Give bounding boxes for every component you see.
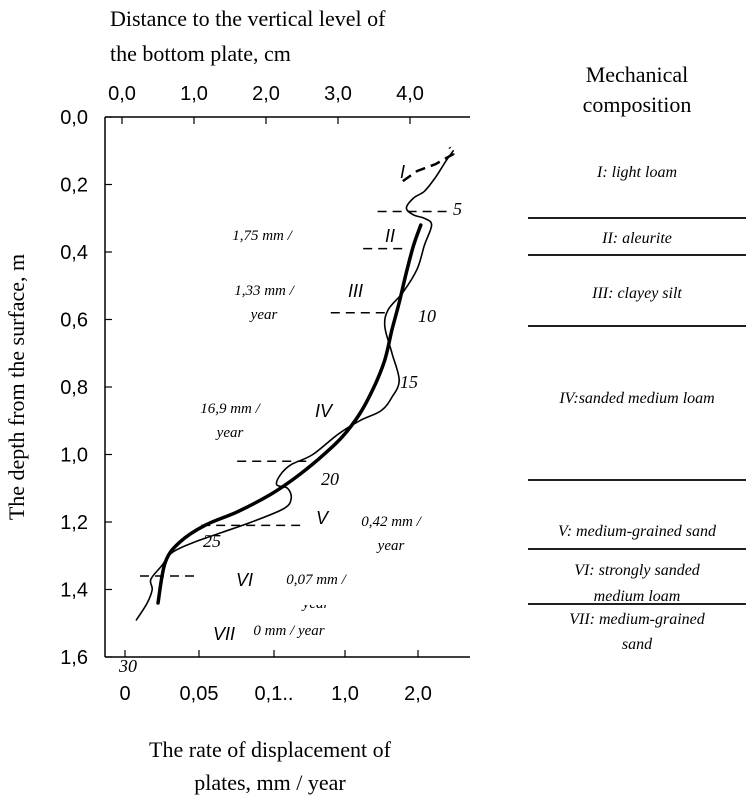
composition-column: Mechanical composition I: light loam II: … [528, 62, 746, 653]
left-tick-label: 1,2 [60, 512, 88, 534]
series-line-thin [135, 150, 454, 621]
layer-label: VI [236, 570, 253, 590]
left-axis-title: The depth from the surface, m [4, 254, 29, 520]
top-tick-label: 3,0 [324, 83, 352, 105]
bottom-axis-title-line2: plates, mm / year [194, 770, 346, 795]
composition-header-line2: composition [583, 92, 692, 117]
left-tick-label: 0,6 [60, 310, 88, 332]
composition-layer-label: III: clayey silt [591, 285, 682, 302]
composition-layer-label: VI: strongly sanded [574, 562, 701, 579]
curve-number-label: 10 [418, 306, 436, 326]
left-tick-label: 0,4 [60, 242, 88, 264]
composition-layer-label: I: light loam [596, 164, 677, 181]
rate-label: 0,07 mm / [286, 572, 347, 588]
composition-layers: I: light loam II: aleurite III: clayey sil… [528, 164, 746, 653]
rate-label: year [376, 538, 405, 554]
left-tick-label: 0,8 [60, 377, 88, 399]
rate-label: 0,42 mm / [361, 514, 422, 530]
bottom-tick-label: 1,0 [331, 683, 359, 705]
layer-label: III [348, 281, 363, 301]
layer-label: V [316, 508, 330, 528]
top-axis-title: Distance to the vertical level of the bo… [110, 6, 386, 66]
bottom-tick-label: 0 [119, 683, 130, 705]
layer-boundary-dashes [140, 146, 455, 577]
left-tick-label: 1,4 [60, 580, 88, 602]
left-tick-label: 0,0 [60, 107, 88, 129]
series-line-thick [156, 223, 423, 605]
layer-label: IV [315, 401, 334, 421]
rate-label: 16,9 mm / [200, 401, 261, 417]
top-tick-label: 0,0 [108, 83, 136, 105]
top-axis-title-line1: Distance to the vertical level of [110, 6, 386, 31]
plot-area: 0,0 1,0 2,0 3,0 4,0 0,0 0,2 0,4 0,6 0,8 1,0 1,2 1,4… [60, 83, 470, 705]
rate-label: 1,75 mm / [232, 228, 293, 244]
curve-number-label: 5 [453, 199, 462, 219]
composition-layer-label: II: aleurite [601, 230, 672, 247]
composition-layer-label: medium loam [594, 588, 681, 605]
bottom-axis-ticks: 0 0,05 0,1.. 1,0 2,0 [119, 650, 432, 705]
top-tick-label: 2,0 [252, 83, 280, 105]
composition-layer-label: V: medium-grained sand [558, 523, 717, 540]
curve-number-label: 15 [400, 372, 418, 392]
layer-label: VII [213, 624, 235, 644]
curve-number-label: 30 [118, 656, 137, 676]
rate-label: year [249, 307, 278, 323]
bottom-tick-label: 0,1.. [255, 683, 294, 705]
bottom-axis-title: The rate of displacement of plates, mm /… [149, 737, 392, 795]
top-tick-label: 1,0 [180, 83, 208, 105]
bottom-axis-title-line1: The rate of displacement of [149, 737, 392, 762]
rate-label: year [215, 425, 244, 441]
label-clip-mask [268, 596, 368, 605]
composition-layer-label: VII: medium-grained [569, 611, 706, 628]
top-tick-label: 4,0 [396, 83, 424, 105]
data-series [135, 150, 454, 621]
layer-label: II [385, 226, 395, 246]
composition-layer-label: sand [622, 636, 653, 653]
composition-header-line1: Mechanical [586, 62, 689, 87]
curve-number-label: 25 [203, 531, 221, 551]
left-tick-label: 0,2 [60, 175, 88, 197]
dashed-top-curve [402, 146, 455, 183]
curve-number-label: 20 [321, 469, 339, 489]
rate-label: 1,33 mm / [234, 283, 295, 299]
rate-label: 0 mm / year [253, 623, 324, 639]
layer-label: I [400, 162, 405, 182]
top-axis-title-line2: the bottom plate, cm [110, 41, 291, 66]
composition-layer-label: IV:sanded medium loam [558, 390, 714, 407]
left-tick-label: 1,0 [60, 445, 88, 467]
top-axis-ticks: 0,0 1,0 2,0 3,0 4,0 [108, 83, 424, 124]
left-axis-ticks: 0,0 0,2 0,4 0,6 0,8 1,0 1,2 1,4 1,6 [60, 107, 112, 669]
left-tick-label: 1,6 [60, 647, 88, 669]
bottom-tick-label: 2,0 [404, 683, 432, 705]
bottom-tick-label: 0,05 [180, 683, 219, 705]
